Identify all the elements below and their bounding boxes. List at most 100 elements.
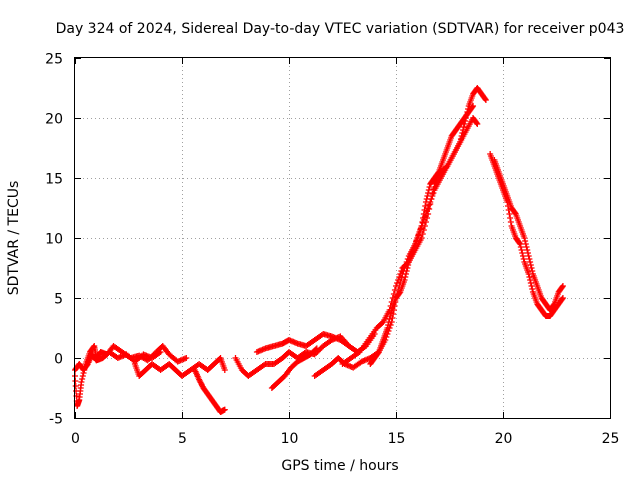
data-point bbox=[157, 349, 164, 355]
data-point-interp bbox=[559, 284, 566, 290]
series-track-12 bbox=[491, 157, 566, 313]
data-point-interp bbox=[398, 268, 405, 274]
data-point bbox=[525, 253, 532, 259]
data-point-interp bbox=[482, 96, 489, 102]
y-tick-label: 20 bbox=[45, 112, 63, 128]
data-point-interp bbox=[526, 256, 533, 262]
y-axis-title: SDTVAR / TECUs bbox=[6, 181, 22, 296]
x-tick-label: 20 bbox=[495, 431, 513, 447]
data-point bbox=[482, 97, 489, 103]
x-axis-tick-labels: 0 5 10 15 20 25 bbox=[71, 431, 619, 447]
data-point-interp bbox=[385, 319, 392, 325]
data-point-interp bbox=[522, 241, 529, 247]
data-point-interp bbox=[79, 373, 86, 379]
data-point-interp bbox=[519, 253, 526, 259]
data-point-interp bbox=[458, 133, 465, 139]
data-point-interp bbox=[312, 346, 319, 353]
data-point-interp bbox=[395, 277, 402, 283]
x-axis-title: GPS time / hours bbox=[281, 458, 398, 474]
x-tick-label: 5 bbox=[178, 431, 187, 447]
data-point bbox=[521, 235, 528, 241]
data-point-interp bbox=[460, 127, 467, 133]
data-point-interp bbox=[420, 211, 427, 217]
x-tick-label: 25 bbox=[602, 431, 620, 447]
x-tick-label: 10 bbox=[281, 431, 299, 447]
data-point-interp bbox=[517, 244, 524, 250]
axis-ticks bbox=[75, 58, 611, 419]
data-point-interp bbox=[426, 206, 433, 212]
y-tick-label: 25 bbox=[45, 52, 63, 68]
data-point bbox=[221, 367, 228, 373]
data-point-interp bbox=[527, 262, 534, 268]
series-track-4 bbox=[191, 367, 228, 415]
series-track-7 bbox=[268, 345, 320, 391]
data-point-interp bbox=[391, 287, 398, 293]
data-point-interp bbox=[528, 265, 535, 271]
plot-frame bbox=[74, 57, 611, 419]
data-point bbox=[78, 379, 85, 385]
y-tick-label: 5 bbox=[54, 292, 63, 308]
data-point bbox=[393, 283, 399, 289]
series-track-10 bbox=[367, 103, 477, 367]
data-point-interp bbox=[421, 207, 428, 213]
data-point-interp bbox=[423, 196, 430, 202]
y-tick-label: 15 bbox=[45, 172, 63, 188]
data-point-interp bbox=[524, 250, 531, 256]
data-point-interp bbox=[79, 376, 86, 382]
data-point-interp bbox=[473, 120, 480, 126]
data-point bbox=[183, 355, 190, 361]
data-point-interp bbox=[425, 190, 432, 196]
data-point-interp bbox=[404, 265, 411, 271]
y-tick-label: 10 bbox=[45, 232, 63, 248]
data-point-interp bbox=[425, 187, 432, 193]
data-point-interp bbox=[527, 259, 534, 265]
data-point-interp bbox=[429, 191, 436, 197]
data-point-interp bbox=[518, 247, 525, 253]
data-point-interp bbox=[420, 215, 427, 221]
y-axis-tick-labels: -5 0 5 10 15 20 25 bbox=[45, 52, 63, 428]
data-point-interp bbox=[507, 219, 514, 225]
data-point-interp bbox=[422, 203, 429, 209]
data-point-interp bbox=[529, 268, 536, 274]
data-point bbox=[517, 241, 524, 247]
data-point-interp bbox=[394, 280, 401, 286]
data-point-interp bbox=[386, 316, 393, 322]
data-point-interp bbox=[559, 296, 566, 302]
data-point bbox=[313, 345, 320, 352]
data-point bbox=[422, 199, 429, 205]
data-point-interp bbox=[403, 268, 410, 274]
chart-title: Day 324 of 2024, Sidereal Day-to-day VTE… bbox=[56, 21, 625, 37]
series-track-9 bbox=[339, 85, 489, 367]
data-point-interp bbox=[507, 215, 514, 221]
data-point bbox=[470, 103, 477, 109]
data-point-interp bbox=[523, 244, 530, 250]
data-point-interp bbox=[396, 274, 403, 280]
data-point-interp bbox=[402, 274, 409, 280]
data-point-interp bbox=[388, 310, 395, 316]
data-point-interp bbox=[426, 184, 433, 190]
data-point bbox=[474, 121, 481, 127]
data-point-interp bbox=[527, 280, 534, 286]
data-point bbox=[418, 223, 425, 229]
data-point-interp bbox=[424, 193, 431, 199]
data-point-interp bbox=[402, 271, 409, 277]
data-point-interp bbox=[405, 262, 412, 268]
x-tick-label: 0 bbox=[71, 431, 80, 447]
data-point-interp bbox=[385, 322, 392, 328]
data-point-interp bbox=[387, 313, 394, 319]
data-point-interp bbox=[430, 186, 437, 192]
data-point-interp bbox=[427, 201, 434, 207]
data-points bbox=[72, 85, 566, 415]
data-point bbox=[221, 406, 228, 413]
data-point-interp bbox=[457, 136, 464, 142]
data-point-interp bbox=[522, 238, 529, 244]
data-point-interp bbox=[524, 247, 531, 253]
series-track-2 bbox=[72, 349, 164, 373]
data-point-interp bbox=[528, 283, 535, 289]
data-point-interp bbox=[469, 104, 476, 110]
data-point-interp bbox=[397, 271, 404, 277]
data-point bbox=[559, 295, 566, 301]
y-tick-label: 0 bbox=[54, 352, 63, 368]
data-point bbox=[559, 283, 566, 289]
